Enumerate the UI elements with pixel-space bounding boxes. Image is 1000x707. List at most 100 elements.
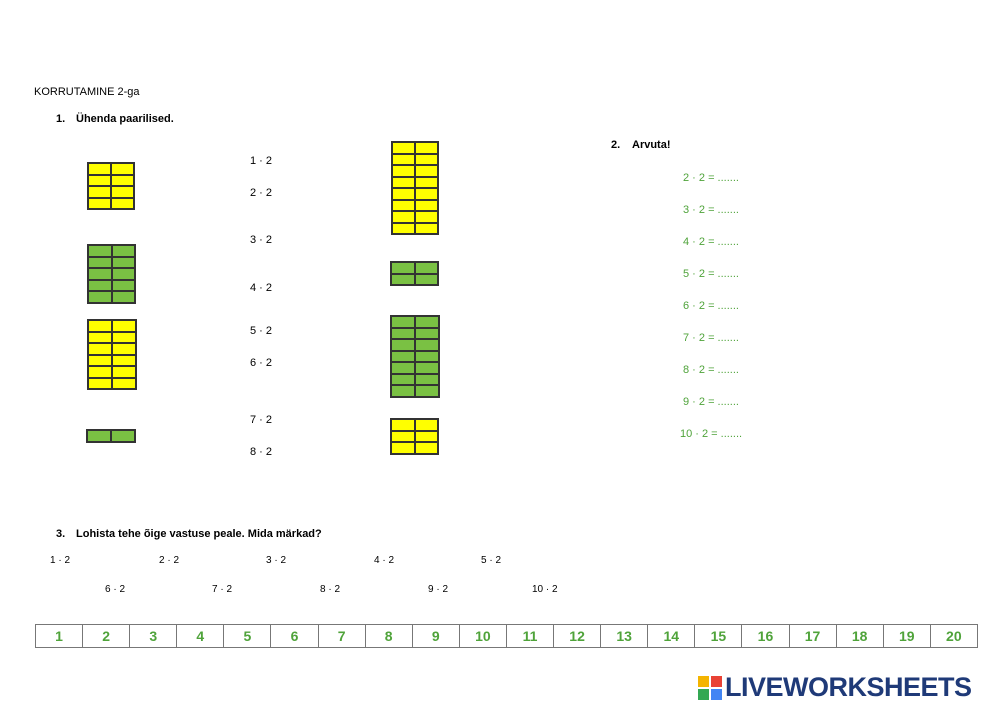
answer-cell[interactable]: 18 [837,625,884,647]
grid-cell [88,331,112,343]
grid-cell [392,165,415,177]
expression[interactable]: 1 · 2 [250,155,273,167]
answer-cell[interactable]: 13 [601,625,649,647]
grid-cell [392,176,415,188]
header-title: KORRUTAMINE 2-ga [34,86,140,98]
grid-cell [111,186,134,198]
grid-cell [88,256,112,268]
exercise[interactable]: 10 · 2 = ....... [680,428,743,440]
answer-cell[interactable]: 8 [366,625,413,647]
grid-cell [111,245,135,257]
drag-item[interactable]: 9 · 2 [428,584,449,595]
grid-cell [88,197,111,209]
grid-cell [111,197,134,209]
grid-cell [112,354,136,366]
grid-cell [111,163,134,175]
grid-cell [88,320,112,332]
answer-cell[interactable]: 4 [177,625,225,647]
grid-cell [87,430,111,442]
grid-cell [415,316,439,328]
logo: LIVEWORKSHEETS [698,672,972,703]
answer-cell[interactable]: 5 [224,625,272,647]
grid-cell [112,320,136,332]
grid-cell [391,419,415,431]
expression[interactable]: 7 · 2 [250,414,273,426]
exercise[interactable]: 3 · 2 = ....... [683,204,739,216]
exercise[interactable]: 7 · 2 = ....... [683,332,739,344]
drag-item[interactable]: 8 · 2 [320,584,341,595]
answer-cell[interactable]: 7 [319,625,366,647]
grid-cell [414,262,438,274]
answer-cell[interactable]: 2 [83,625,131,647]
answer-cell[interactable]: 1 [36,625,84,647]
drag-item[interactable]: 10 · 2 [532,584,558,595]
answer-cell[interactable]: 10 [460,625,507,647]
grid-cell [111,279,135,291]
block-grid[interactable] [391,141,439,235]
block-grid[interactable] [86,429,136,443]
answer-cell[interactable]: 3 [130,625,178,647]
grid-cell [111,256,135,268]
grid-cell [88,366,112,378]
grid-cell [112,343,136,355]
answer-cell[interactable]: 19 [884,625,931,647]
exercise[interactable]: 4 · 2 = ....... [683,236,739,248]
grid-cell [391,339,415,351]
block-grid[interactable] [390,261,439,286]
block-grid[interactable] [87,244,136,304]
grid-cell [112,377,136,389]
expression[interactable]: 6 · 2 [250,357,273,369]
drag-item[interactable]: 7 · 2 [212,584,233,595]
grid-cell [391,362,415,374]
grid-cell [112,366,136,378]
expression[interactable]: 3 · 2 [250,234,273,246]
grid-cell [392,188,415,200]
answer-cell[interactable]: 14 [648,625,696,647]
block-grid[interactable] [87,162,135,210]
grid-cell [391,327,415,339]
task-title: Lohista tehe õige vastuse peale. Mida mä… [76,528,322,540]
drag-item[interactable]: 2 · 2 [159,555,180,566]
grid-cell [88,377,112,389]
grid-cell [391,273,415,285]
expression[interactable]: 2 · 2 [250,187,273,199]
exercise[interactable]: 9 · 2 = ....... [683,396,739,408]
exercise[interactable]: 8 · 2 = ....... [683,364,739,376]
answer-cell[interactable]: 20 [946,628,962,644]
grid-cell [392,199,415,211]
grid-cell [111,174,134,186]
drag-item[interactable]: 6 · 2 [105,584,126,595]
grid-cell [111,291,135,303]
answer-cell[interactable]: 12 [554,625,602,647]
grid-cell [88,174,111,186]
expression[interactable]: 5 · 2 [250,325,273,337]
grid-cell [415,142,438,154]
task-number: 2. [611,139,621,151]
task-number: 3. [56,528,66,540]
drag-item[interactable]: 5 · 2 [481,555,502,566]
answer-cell[interactable]: 15 [695,625,743,647]
expression[interactable]: 4 · 2 [250,282,273,294]
exercise[interactable]: 5 · 2 = ....... [683,268,739,280]
grid-cell [88,343,112,355]
grid-cell [391,442,415,454]
grid-cell [415,176,438,188]
answer-cell[interactable]: 6 [271,625,319,647]
grid-cell [88,186,111,198]
answer-cell[interactable]: 9 [413,625,460,647]
drag-item[interactable]: 3 · 2 [266,555,287,566]
exercise[interactable]: 6 · 2 = ....... [683,300,739,312]
block-grid[interactable] [87,319,137,390]
grid-cell [391,430,415,442]
grid-cell [415,350,439,362]
block-grid[interactable] [390,418,439,455]
answer-cell[interactable]: 16 [742,625,790,647]
drag-item[interactable]: 4 · 2 [374,555,395,566]
block-grid[interactable] [390,315,440,398]
drag-item[interactable]: 1 · 2 [50,555,71,566]
answer-cell[interactable]: 17 [790,625,837,647]
exercise[interactable]: 2 · 2 = ....... [683,172,739,184]
expression[interactable]: 8 · 2 [250,446,273,458]
answer-cell[interactable]: 11 [507,625,555,647]
